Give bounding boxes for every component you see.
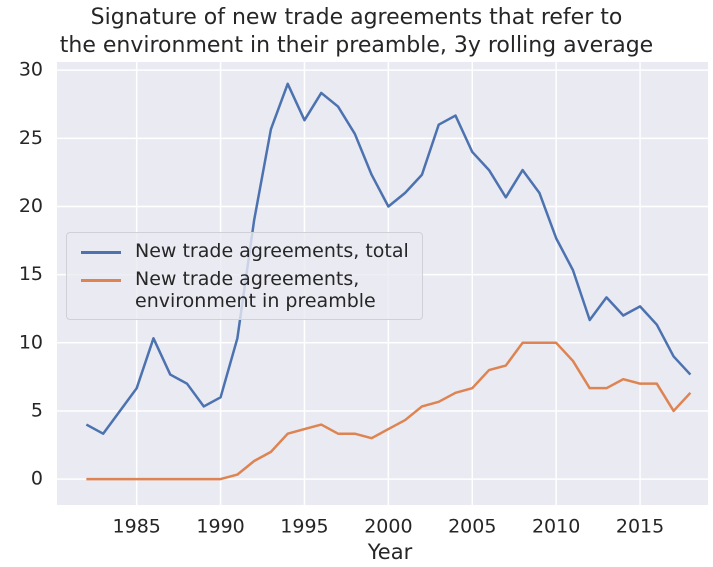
legend-entry: New trade agreements, environment in pre… — [67, 265, 422, 315]
y-tick-label: 10 — [19, 331, 43, 353]
y-tick-label: 30 — [19, 59, 43, 81]
x-tick-label: 2015 — [616, 516, 664, 538]
x-tick-label: 1995 — [280, 516, 328, 538]
legend-label: New trade agreements, environment in pre… — [135, 268, 376, 312]
legend-swatch — [81, 251, 121, 254]
y-tick-label: 20 — [19, 195, 43, 217]
y-tick-label: 25 — [19, 127, 43, 149]
chart-title: Signature of new trade agreements that r… — [59, 5, 654, 58]
x-axis-label: Year — [367, 540, 413, 564]
line — [86, 341, 692, 481]
y-tick-label: 5 — [31, 399, 43, 421]
x-tick-label: 2005 — [448, 516, 496, 538]
legend-swatch — [81, 279, 121, 282]
x-tick-label: 2010 — [532, 516, 580, 538]
legend-entry: New trade agreements, total — [67, 237, 422, 265]
y-tick-label: 15 — [19, 263, 43, 285]
line — [85, 82, 692, 435]
x-tick-label: 1990 — [196, 516, 244, 538]
y-tick-label: 0 — [31, 468, 43, 490]
x-tick-label: 2000 — [364, 516, 412, 538]
legend: New trade agreements, total New trade agr… — [66, 232, 423, 320]
x-tick-label: 1985 — [113, 516, 161, 538]
legend-label: New trade agreements, total — [135, 240, 409, 262]
